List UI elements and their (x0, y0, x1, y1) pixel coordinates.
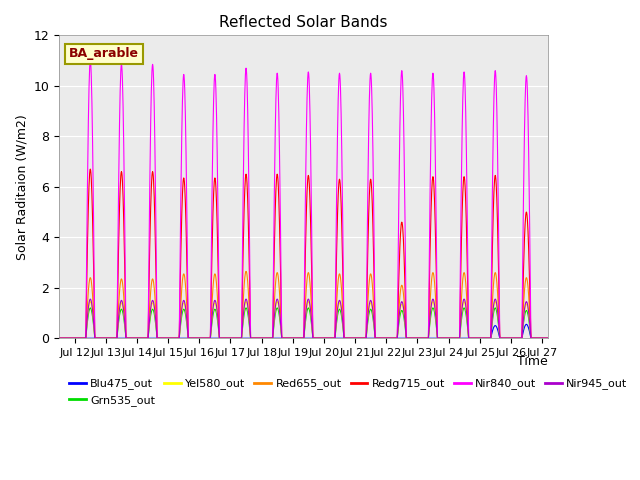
Blu475_out (435, 336, 442, 341)
Line: Grn535_out: Grn535_out (59, 308, 548, 338)
Nir840_out (544, 336, 552, 341)
Nir945_out (214, 323, 222, 329)
Nir840_out (409, 336, 417, 341)
Blu475_out (260, 336, 268, 341)
Nir945_out (174, 336, 182, 341)
Nir840_out (86, 58, 94, 63)
Nir840_out (55, 336, 63, 341)
Nir945_out (260, 336, 268, 341)
Nir945_out (409, 336, 417, 341)
Redg715_out (520, 246, 528, 252)
Grn535_out (214, 326, 222, 332)
Red655_out (214, 307, 222, 313)
Grn535_out (544, 336, 552, 341)
Redg715_out (214, 282, 222, 288)
Blu475_out (55, 336, 63, 341)
Redg715_out (86, 166, 94, 172)
Red655_out (544, 336, 552, 341)
Red655_out (55, 336, 63, 341)
Line: Nir945_out: Nir945_out (59, 299, 548, 338)
Redg715_out (55, 336, 63, 341)
Blu475_out (408, 336, 416, 341)
Red655_out (242, 268, 250, 274)
Blu475_out (522, 322, 530, 327)
Yel580_out (520, 311, 528, 317)
Yel580_out (55, 336, 63, 341)
Red655_out (409, 336, 417, 341)
Blu475_out (214, 336, 222, 341)
Redg715_out (174, 336, 182, 341)
Red655_out (435, 336, 442, 341)
Nir945_out (544, 336, 552, 341)
Line: Blu475_out: Blu475_out (59, 324, 548, 338)
Yel580_out (174, 336, 182, 341)
Line: Red655_out: Red655_out (59, 271, 548, 338)
Nir945_out (86, 296, 94, 302)
Grn535_out (55, 336, 63, 341)
Nir840_out (260, 336, 268, 341)
Yel580_out (409, 336, 417, 341)
Yel580_out (86, 299, 94, 304)
Blu475_out (520, 327, 527, 333)
Blu475_out (173, 336, 181, 341)
Grn535_out (86, 305, 94, 311)
Grn535_out (435, 336, 442, 341)
Text: Time: Time (518, 355, 548, 368)
Y-axis label: Solar Raditaion (W/m2): Solar Raditaion (W/m2) (15, 114, 28, 260)
Grn535_out (174, 336, 182, 341)
Nir945_out (55, 336, 63, 341)
Text: BA_arable: BA_arable (69, 48, 139, 60)
Line: Yel580_out: Yel580_out (59, 301, 548, 338)
Grn535_out (409, 336, 417, 341)
Nir840_out (174, 336, 182, 341)
Red655_out (260, 336, 268, 341)
Yel580_out (544, 336, 552, 341)
Red655_out (520, 292, 528, 298)
Yel580_out (214, 324, 222, 329)
Nir840_out (435, 336, 442, 341)
Redg715_out (409, 336, 417, 341)
Nir945_out (520, 310, 528, 315)
Red655_out (173, 336, 181, 341)
Nir840_out (214, 248, 222, 254)
Line: Nir840_out: Nir840_out (59, 60, 548, 338)
Grn535_out (260, 336, 268, 341)
Legend: Blu475_out, Grn535_out, Yel580_out, Red655_out, Redg715_out, Nir840_out, Nir945_: Blu475_out, Grn535_out, Yel580_out, Red6… (65, 374, 632, 410)
Yel580_out (435, 336, 442, 341)
Redg715_out (435, 336, 442, 341)
Line: Redg715_out: Redg715_out (59, 169, 548, 338)
Blu475_out (544, 336, 552, 341)
Grn535_out (520, 316, 528, 322)
Yel580_out (260, 336, 268, 341)
Nir945_out (435, 336, 442, 341)
Redg715_out (260, 336, 268, 341)
Title: Reflected Solar Bands: Reflected Solar Bands (220, 15, 388, 30)
Redg715_out (544, 336, 552, 341)
Nir840_out (520, 150, 528, 156)
